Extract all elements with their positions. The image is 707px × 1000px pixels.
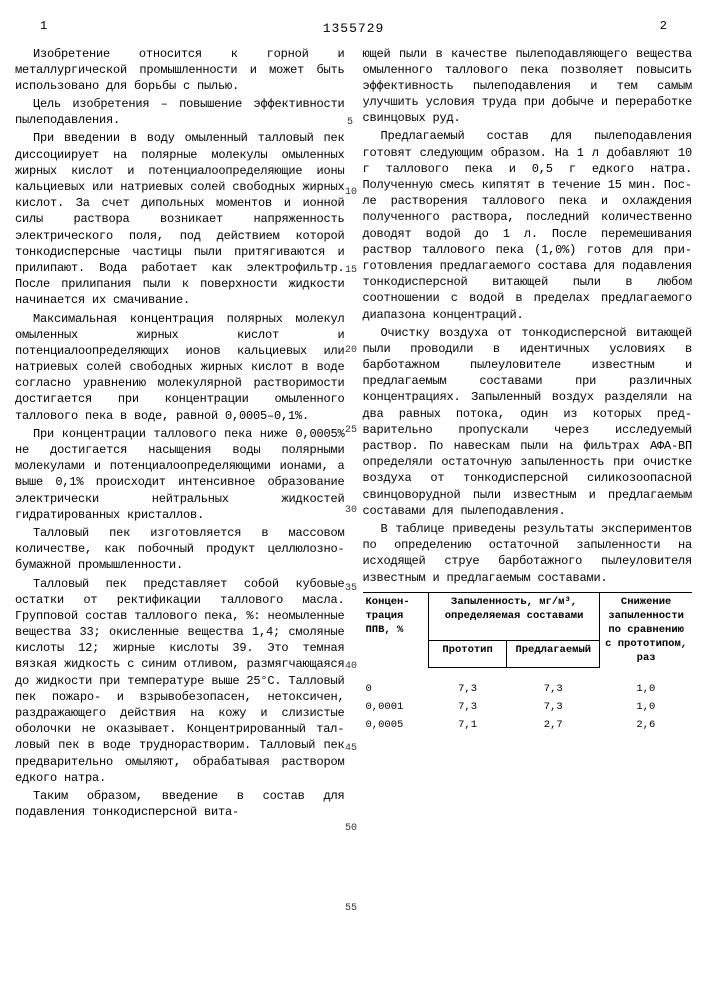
line-number: 15 (345, 264, 706, 278)
table-header: Снижение запыленно­сти по срав­нению с п… (600, 592, 692, 667)
paragraph: Максимальная концентрация полярных молек… (15, 311, 345, 424)
line-number: 10 (345, 186, 706, 200)
table-cell: 2,7 (507, 716, 600, 734)
column-number-left: 1 (40, 18, 47, 34)
paragraph: Таким образом, введение в состав для под… (15, 788, 345, 820)
table-cell: 7,3 (428, 698, 506, 716)
table-row: 0,0001 7,3 7,3 1,0 (363, 698, 693, 716)
table-cell: 0 (363, 680, 429, 698)
table-cell: 7,3 (507, 698, 600, 716)
table-row: 0,0005 7,1 2,7 2,6 (363, 716, 693, 734)
paragraph: При концентрации таллового пека ниже 0,0… (15, 426, 345, 523)
patent-number: 1355729 (15, 20, 692, 38)
line-number: 35 (345, 582, 706, 596)
table-row: 0 7,3 7,3 1,0 (363, 680, 693, 698)
paragraph: Талловый пек представляет собой кубовые … (15, 576, 345, 786)
line-number: 40 (345, 660, 706, 674)
left-column: Изобретение относится к горной и металлу… (15, 46, 345, 823)
paragraph: ющей пыли в качестве пылеподавляю­щего в… (363, 46, 693, 127)
line-number: 30 (345, 504, 706, 518)
paragraph: Цель изобретения – повышение эф­фективно… (15, 96, 345, 128)
line-number: 25 (345, 424, 706, 438)
paragraph: Талловый пек изготовляется в мас­совом к… (15, 525, 345, 574)
table-cell: 1,0 (600, 698, 692, 716)
column-number-right: 2 (660, 18, 667, 34)
table-cell: 7,1 (428, 716, 506, 734)
line-number: 55 (345, 902, 706, 916)
table-cell: 0,0005 (363, 716, 429, 734)
line-number: 50 (345, 822, 706, 836)
table-cell: 0,0001 (363, 698, 429, 716)
paragraph: Изобретение относится к горной и металлу… (15, 46, 345, 95)
text-columns: Изобретение относится к горной и металлу… (15, 46, 692, 823)
table-cell: 2,6 (600, 716, 692, 734)
line-number: 45 (345, 742, 706, 756)
line-number: 5 (347, 116, 706, 130)
paragraph: В таблице приведены результаты экспериме… (363, 521, 693, 586)
table-header: Концен­трация ППВ, % (363, 592, 429, 667)
paragraph: Предлагаемый состав для пылепо­давления … (363, 128, 693, 322)
table-cell: 7,3 (428, 680, 506, 698)
table-header: Запыленность, мг/м³, опреде­ляемая соста… (428, 592, 599, 640)
paragraph: При введении в воду омыленный талловый п… (15, 130, 345, 308)
line-number: 20 (345, 344, 706, 358)
table-cell: 1,0 (600, 680, 692, 698)
table-cell: 7,3 (507, 680, 600, 698)
